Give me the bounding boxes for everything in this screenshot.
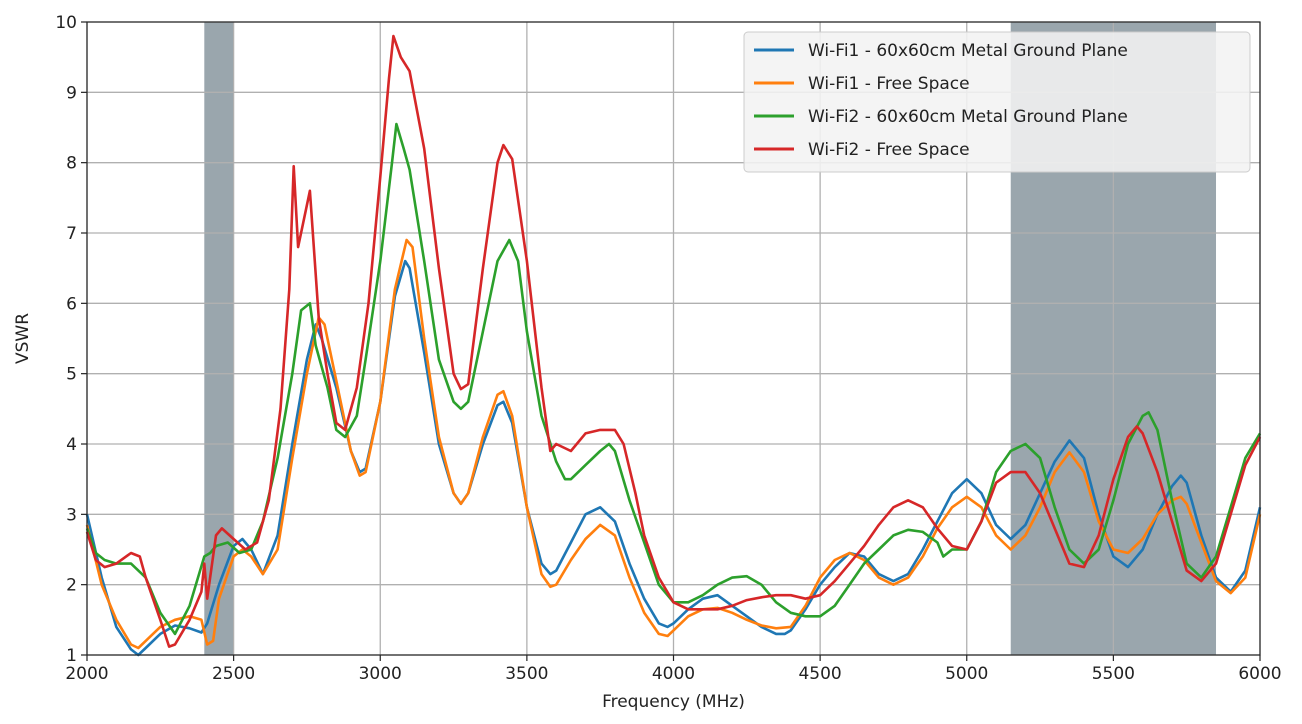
legend-label-3: Wi-Fi2 - 60x60cm Metal Ground Plane [808, 107, 1128, 127]
legend-label-1: Wi-Fi1 - 60x60cm Metal Ground Plane [808, 41, 1128, 61]
series-line-1 [85, 259, 1262, 657]
x-tick-label: 4500 [798, 664, 841, 684]
legend-label-2: Wi-Fi1 - Free Space [808, 74, 970, 94]
series-lines [85, 34, 1262, 657]
x-tick-label: 4000 [652, 664, 695, 684]
x-axis-ticks: 2000 2500 3000 3500 4000 4500 5000 5500 6000 [65, 655, 1282, 684]
y-tick-label: 4 [66, 435, 77, 455]
x-tick-label: 3000 [359, 664, 402, 684]
y-tick-label: 2 [66, 576, 77, 596]
legend-label-4: Wi-Fi2 - Free Space [808, 140, 970, 160]
y-tick-label: 5 [66, 365, 77, 385]
x-axis-label: Frequency (MHz) [602, 692, 745, 712]
x-tick-label: 6000 [1238, 664, 1281, 684]
shaded-band-1 [204, 22, 234, 655]
series-line-2 [85, 238, 1262, 650]
y-axis-ticks: 1 2 3 4 5 6 7 8 9 10 [55, 13, 87, 666]
legend-box [743, 31, 1251, 173]
x-tick-label: 5500 [1092, 664, 1135, 684]
y-axis-label: VSWR [13, 313, 33, 364]
y-tick-label: 6 [66, 294, 77, 314]
y-tick-label: 10 [55, 13, 77, 33]
x-tick-label: 2500 [212, 664, 255, 684]
x-tick-label: 2000 [65, 664, 108, 684]
series-line-4 [85, 34, 1262, 648]
x-tick-label: 5000 [945, 664, 988, 684]
y-tick-label: 1 [66, 646, 77, 666]
y-tick-label: 9 [66, 83, 77, 103]
y-tick-label: 8 [66, 154, 77, 174]
x-tick-label: 3500 [505, 664, 548, 684]
legend: Wi-Fi1 - 60x60cm Metal Ground Plane Wi-Fi… [743, 31, 1251, 173]
y-tick-label: 7 [66, 224, 77, 244]
y-tick-label: 3 [66, 505, 77, 525]
